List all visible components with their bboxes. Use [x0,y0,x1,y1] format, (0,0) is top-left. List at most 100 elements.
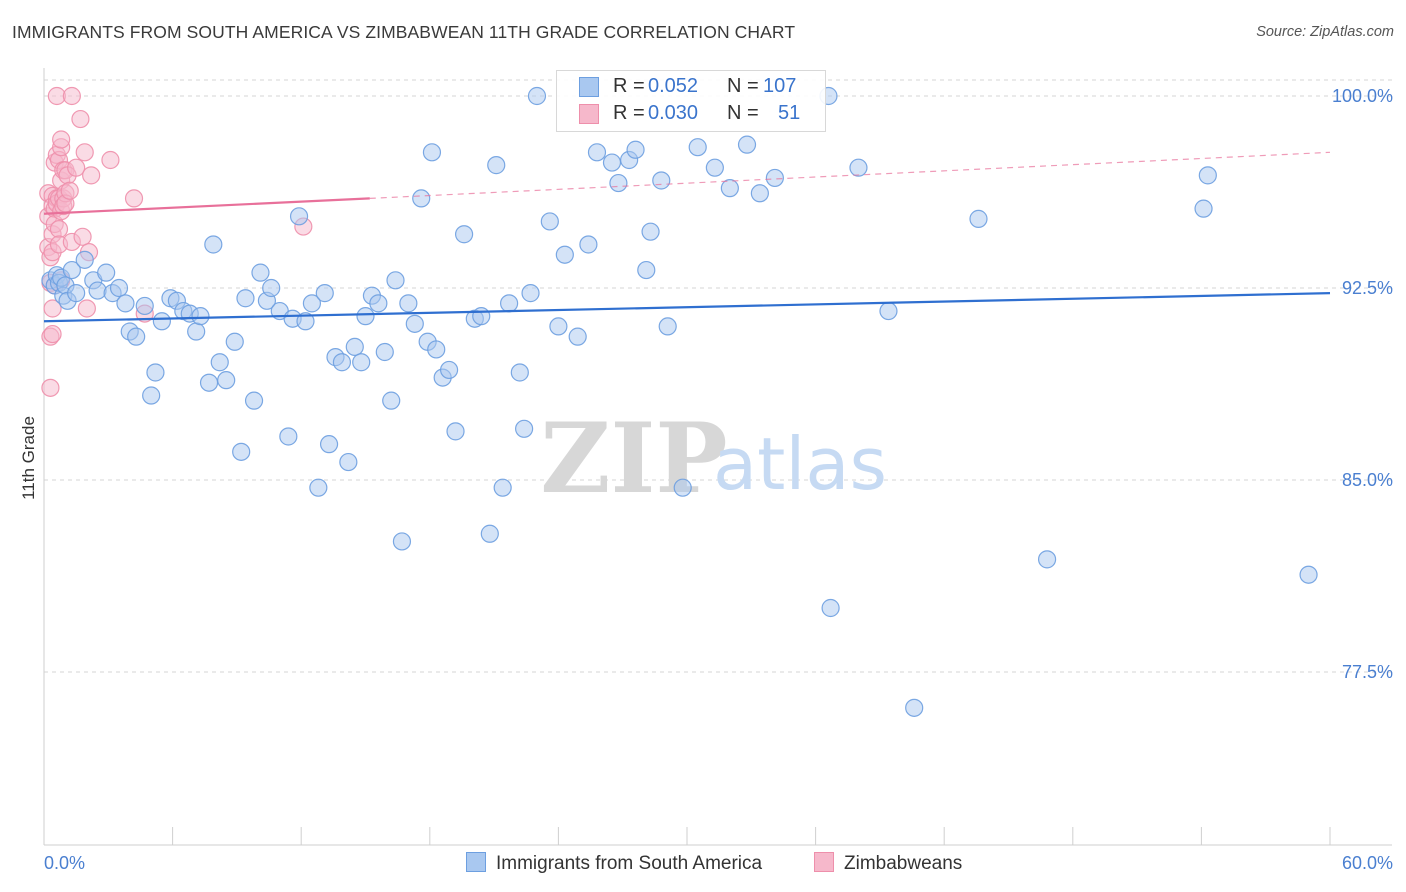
south-america-point [493,478,512,497]
south-america-point [1194,199,1213,218]
zimbabwean-point [82,166,101,185]
south-america-point [412,189,431,208]
series-zimbabweans-points [39,86,313,397]
south-america-point [720,179,739,198]
south-america-point [454,225,474,244]
south-america-point [1198,166,1217,185]
south-america-point [765,168,784,188]
south-america-point [673,478,692,497]
south-america-point [210,353,229,372]
south-america-point [315,284,334,303]
x-tick-label-min: 0.0% [44,853,85,873]
south-america-point [296,312,315,331]
south-america-point [225,332,244,351]
zimbabwean-point [60,181,79,200]
legend-n-label: N = [727,102,759,124]
south-america-point [236,289,255,308]
south-america-point [510,363,529,382]
legend-n-value: 51 [778,102,801,124]
legend-r-value: 0.030 [648,102,699,124]
legend-r-label: R = [613,102,645,124]
south-america-point [399,294,418,313]
south-america-point [127,327,146,346]
south-america-point [579,235,598,254]
south-america-point [152,312,171,331]
south-america-point [439,360,459,380]
south-america-point [332,353,352,372]
zimbabwean-point [62,86,81,106]
south-america-point [369,294,388,313]
south-america-point [262,278,281,298]
watermark: ZIP atlas [540,402,887,515]
south-america-point [1037,550,1057,569]
south-america-point [737,135,757,154]
zimbabwean-point [43,324,62,344]
legend-swatch-blue [579,77,599,97]
south-america-point [319,435,339,454]
bottom-legend-swatch-blue [466,852,486,872]
south-america-point [480,524,499,543]
south-america-point [67,284,86,303]
south-america-point [251,263,270,282]
south-america-point [549,317,568,336]
south-america-point [142,386,161,405]
south-america-point [472,307,491,326]
legend-row-south-america: R = 0.052 N = 107 [557,74,825,100]
south-america-point [821,598,840,618]
south-america-point [705,158,724,177]
zimbabwean-point [77,299,96,318]
south-america-point [187,322,206,341]
bottom-legend-label-south-america: Immigrants from South America [496,853,763,874]
south-america-point [375,342,394,362]
watermark-atlas: atlas [713,422,887,506]
zimbabwean-trend-line [43,197,370,215]
south-america-point [1299,565,1318,584]
south-america-point [302,294,322,313]
south-america-point [116,294,135,313]
chart-title: IMMIGRANTS FROM SOUTH AMERICA VS ZIMBABW… [12,22,796,42]
bottom-legend-south-america: Immigrants from South America [466,852,762,875]
legend-n-value: 107 [763,75,797,97]
south-america-point [97,263,116,282]
zimbabwean-point [101,150,120,170]
south-america-point [352,353,371,372]
south-america-point [191,307,210,326]
zimbabwean-point [41,378,60,397]
y-tick-label: 85.0% [1342,470,1393,490]
south-america-point [232,442,251,461]
south-america-point [392,532,412,551]
south-america-point [386,271,405,290]
zimbabwean-point [73,227,92,246]
south-america-point [135,296,154,316]
south-america-point [339,452,358,472]
south-america-point [750,184,769,203]
bottom-legend-swatch-pink [814,852,834,872]
south-america-point [422,143,442,162]
south-america-point [382,391,401,410]
south-america-point [109,278,129,298]
legend-r-value: 0.052 [648,75,699,97]
south-america-point [217,371,236,390]
south-america-point [637,260,656,280]
legend-r-label: R = [613,75,645,97]
series-south-america-points [41,86,1318,717]
south-america-point [244,391,264,410]
legend-row-zimbabweans: R = 0.030 N = 51 [557,101,825,127]
south-america-point [199,373,219,392]
south-america-point [555,245,574,264]
legend-n-label: N = [727,75,759,97]
south-america-point [688,138,707,157]
south-america-point [427,340,446,359]
south-america-point [879,301,898,321]
south-america-point [487,156,506,175]
south-america-point [309,478,328,497]
y-axis-label: 11th Grade [19,416,38,500]
south-america-point [905,698,924,717]
zimbabwean-trend-extension [369,151,1331,199]
south-america-point [289,207,309,226]
stats-legend: R = 0.052 N = 107 R = 0.030 N = 51 [556,70,826,132]
south-america-point [652,171,671,190]
south-america-point [626,140,645,159]
south-america-point [969,209,988,228]
